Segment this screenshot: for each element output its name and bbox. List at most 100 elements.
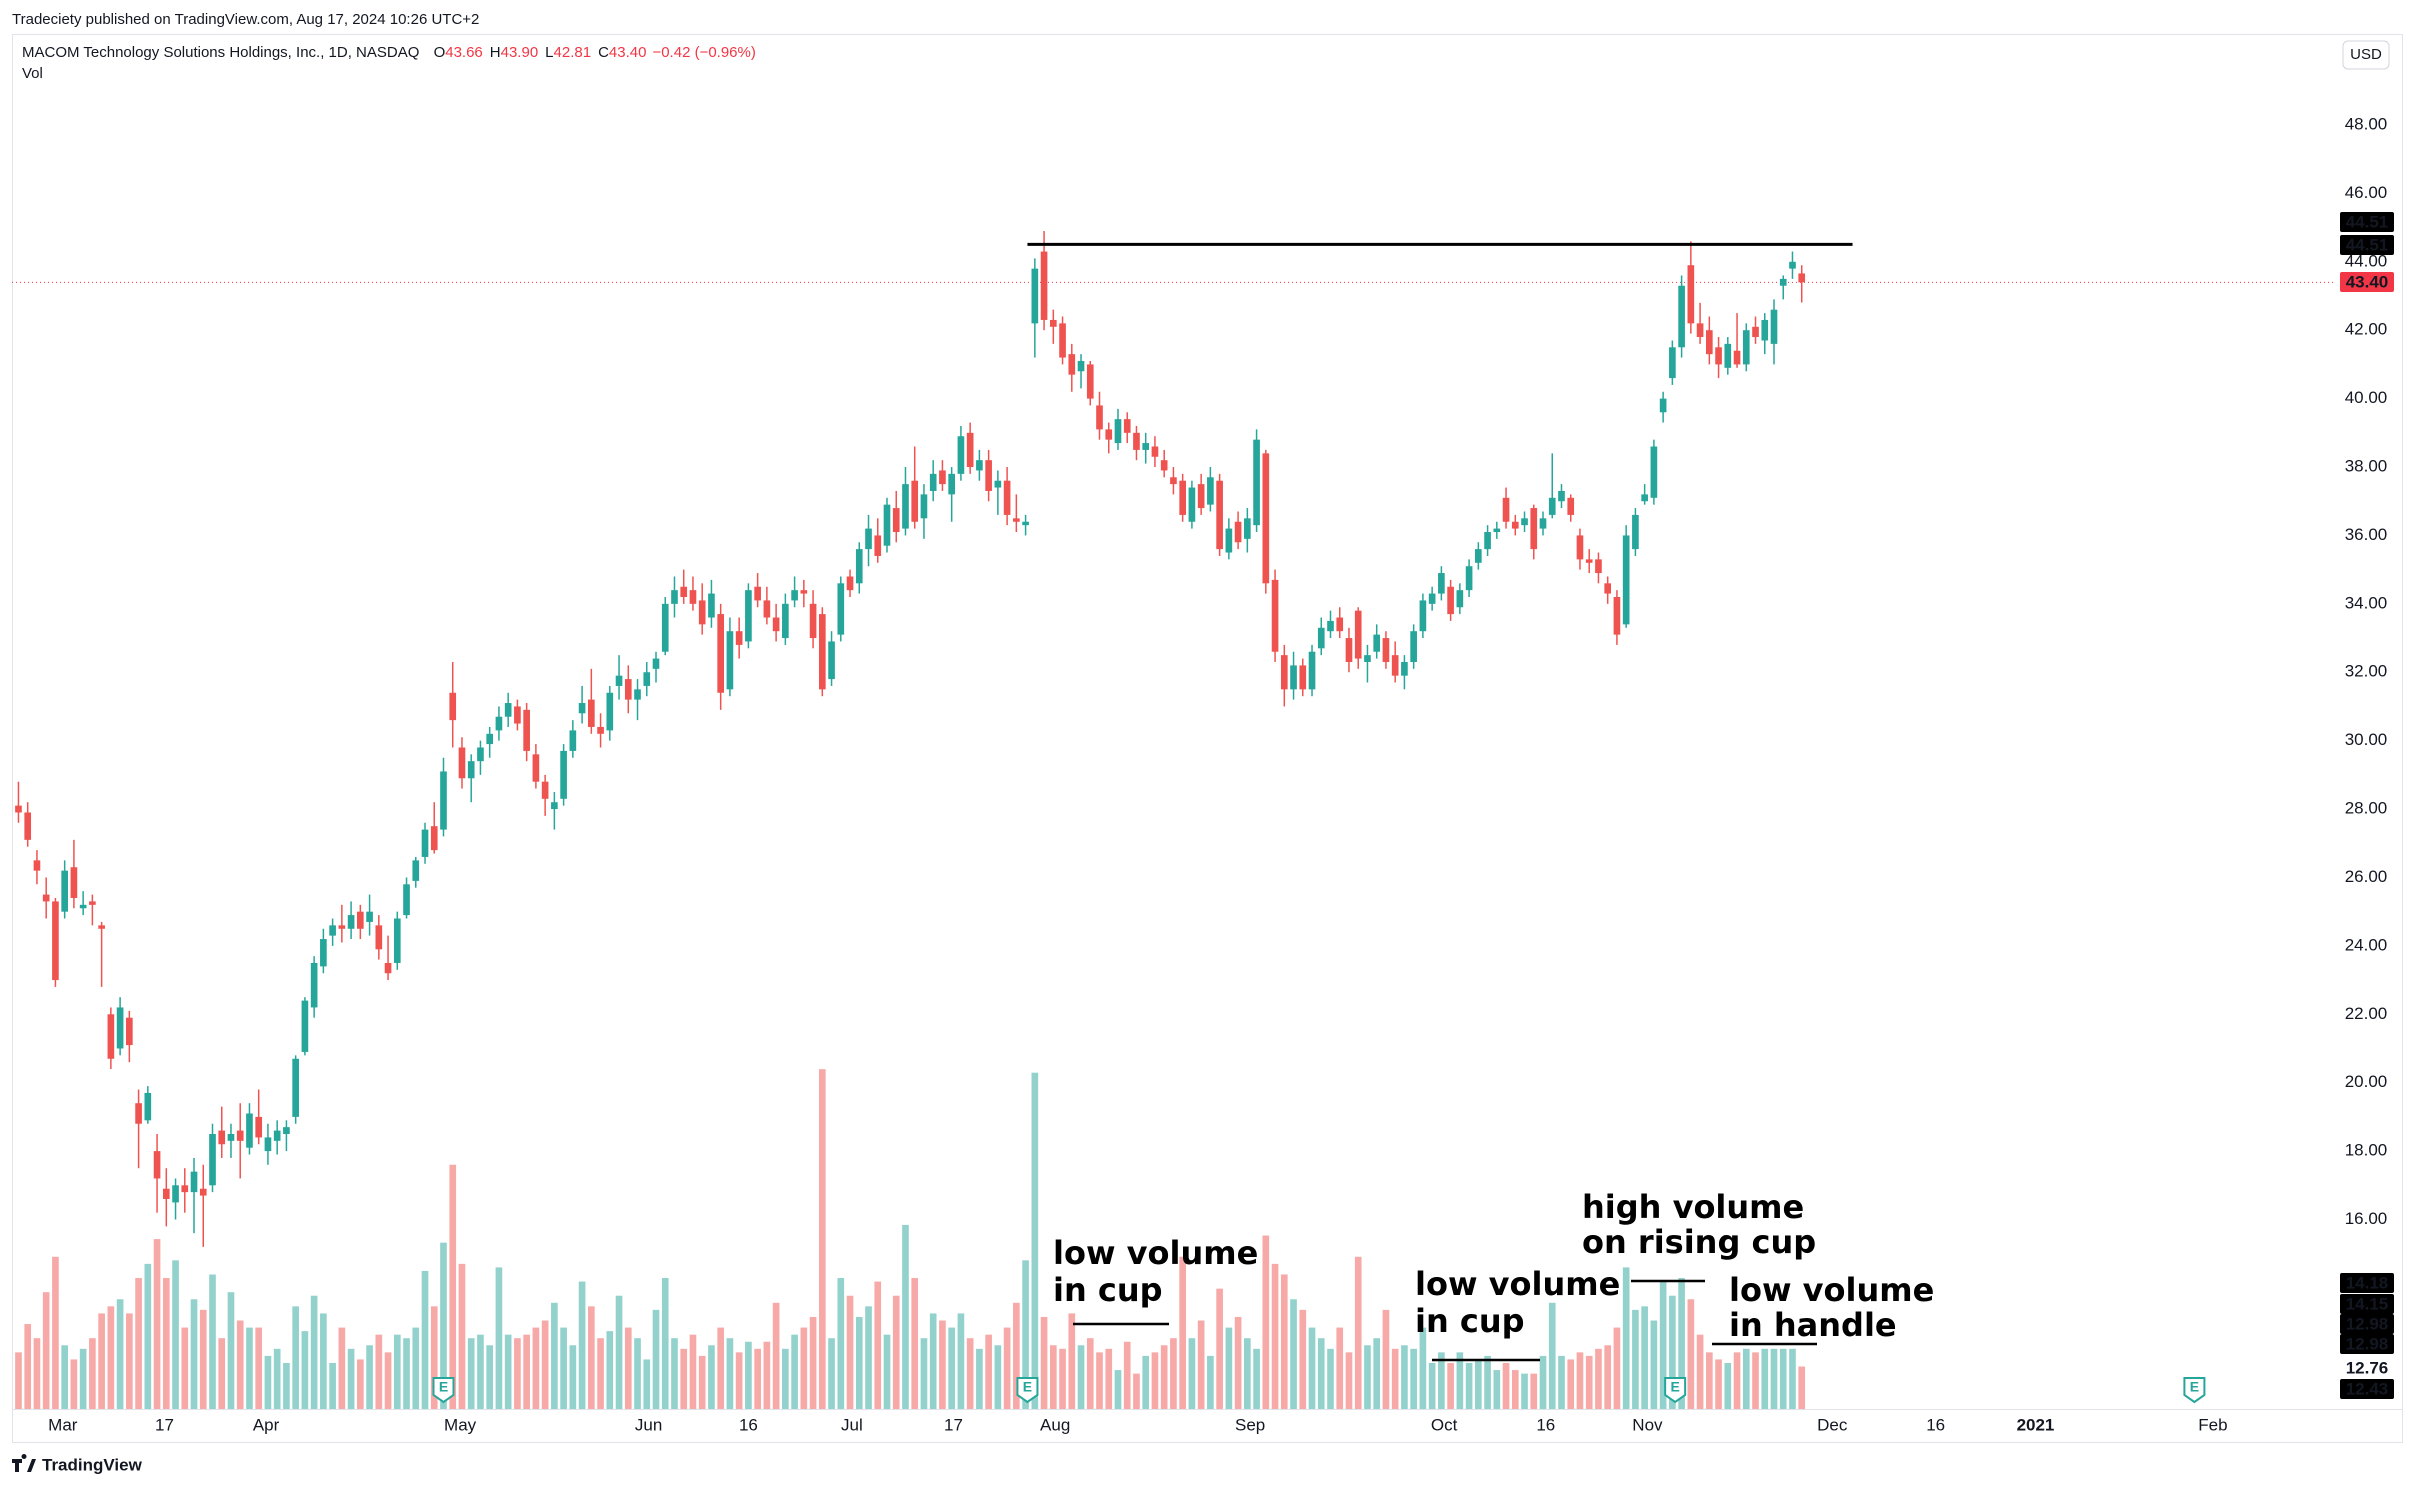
volume-bar	[1789, 1348, 1796, 1409]
x-tick-label: May	[444, 1415, 477, 1434]
volume-bar	[52, 1256, 59, 1409]
candle-body	[1345, 638, 1353, 662]
candle-body	[754, 586, 761, 601]
candle-body	[107, 1014, 115, 1059]
candle-body	[1678, 285, 1685, 348]
candle-body	[283, 1127, 290, 1134]
candle-body	[624, 679, 632, 700]
candle-body	[384, 962, 392, 974]
volume-bar	[957, 1313, 965, 1409]
volume-bar	[1493, 1370, 1501, 1409]
volume-bar	[1401, 1345, 1408, 1409]
y-tick-label: 22.00	[2345, 1004, 2388, 1023]
volume-bar	[70, 1359, 78, 1409]
volume-bar	[1364, 1345, 1371, 1409]
candle-body	[1659, 398, 1667, 413]
x-tick-label: Nov	[1632, 1415, 1663, 1434]
annotation-text: on rising cup	[1582, 1223, 1816, 1261]
candle-body	[1595, 559, 1602, 574]
volume-bar	[791, 1334, 798, 1409]
volume-bar	[1622, 1267, 1630, 1409]
candle-body	[1151, 446, 1159, 457]
earnings-label: E	[2190, 1379, 2199, 1395]
volume-bar	[708, 1345, 715, 1409]
volume-bar	[1068, 1313, 1076, 1409]
candle-body	[1613, 596, 1621, 635]
annotation-text: in cup	[1415, 1302, 1525, 1340]
candle-body	[615, 675, 623, 686]
price-tag	[2340, 272, 2394, 292]
candle-body	[597, 726, 604, 734]
volume-bar	[1410, 1348, 1417, 1409]
volume-bar	[1696, 1334, 1704, 1409]
volume-bar	[1133, 1373, 1140, 1409]
x-tick-label: Oct	[1431, 1415, 1458, 1434]
volume-bar	[357, 1359, 364, 1409]
candle-body	[855, 549, 863, 584]
candle-body	[772, 617, 780, 632]
volume-bar	[1373, 1338, 1381, 1409]
currency-button[interactable]	[2342, 40, 2390, 70]
volume-bar	[523, 1334, 530, 1409]
volume-bar	[1345, 1352, 1353, 1409]
candle-body	[329, 925, 336, 936]
candle-body	[1622, 535, 1630, 625]
candle-body	[246, 1113, 253, 1148]
volume-bar	[190, 1299, 198, 1409]
volume-bar	[1086, 1338, 1094, 1409]
volume-bar	[754, 1348, 761, 1409]
volume-bar	[338, 1327, 346, 1409]
annotation-text: low volume	[1053, 1234, 1258, 1272]
volume-bar	[1049, 1345, 1057, 1409]
candle-body	[403, 884, 410, 916]
volume-bar	[717, 1327, 725, 1409]
price-tag-label: 44.51	[2346, 235, 2389, 254]
candle-body	[966, 432, 974, 468]
volume-bar	[846, 1295, 854, 1409]
volume-bar	[79, 1348, 87, 1409]
volume-bar	[1475, 1359, 1482, 1409]
volume-bar	[939, 1320, 946, 1409]
earnings-badge	[432, 1377, 455, 1404]
logo-mark	[12, 1454, 36, 1472]
candle-body	[1308, 651, 1316, 690]
candle-body	[1733, 350, 1741, 365]
candle-body	[837, 583, 845, 635]
candle-body	[698, 600, 706, 625]
candle-body	[440, 771, 447, 830]
candle-body	[671, 590, 678, 604]
candle-body	[61, 870, 68, 912]
footer-brand: TradingView	[42, 1455, 143, 1474]
price-tag-label: 44.51	[2346, 212, 2389, 231]
volume-bar	[15, 1352, 22, 1409]
volume-bar	[467, 1338, 475, 1409]
volume-bar	[1271, 1263, 1279, 1409]
candle-body	[1133, 432, 1140, 450]
volume-bar	[1188, 1338, 1196, 1409]
volume-bar	[116, 1299, 124, 1409]
candle-body	[227, 1134, 235, 1141]
candle-body	[523, 709, 530, 751]
x-tick-label: 16	[739, 1415, 758, 1434]
candle-body	[1197, 484, 1205, 509]
volume-bar	[745, 1341, 752, 1409]
candle-body	[1511, 521, 1519, 529]
legend-key: C	[598, 44, 609, 61]
volume-bar	[652, 1309, 660, 1409]
price-tag	[2340, 235, 2394, 255]
candle-body	[1715, 347, 1722, 365]
candle-body	[846, 576, 854, 591]
candle-body	[477, 747, 484, 762]
candle-body	[1475, 549, 1482, 563]
volume-bar	[920, 1338, 928, 1409]
volume-bar	[689, 1334, 697, 1409]
candle-body	[70, 867, 78, 898]
symbol-title: MACOM Technology Solutions Holdings, Inc…	[22, 44, 419, 61]
volume-bar	[495, 1267, 503, 1409]
volume-bar	[966, 1338, 974, 1409]
currency-label[interactable]: USD	[2350, 46, 2382, 63]
candle-body	[79, 904, 87, 909]
volume-bar	[551, 1302, 558, 1409]
legend-change: −0.42 (−0.96%)	[652, 44, 755, 61]
candle-body	[587, 699, 595, 727]
